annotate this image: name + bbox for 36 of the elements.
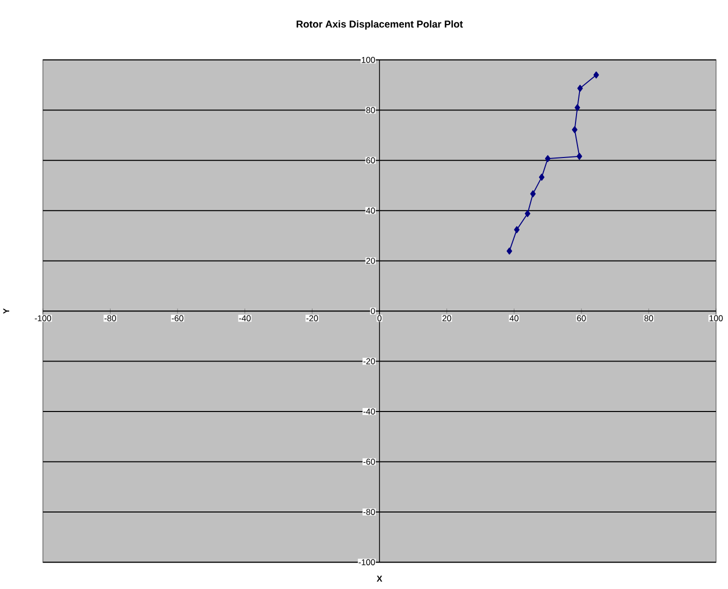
point — [506, 247, 512, 254]
point — [574, 104, 580, 112]
x-tick-label: 100 — [710, 315, 723, 322]
x-tick-label: -80 — [104, 315, 116, 322]
point — [577, 84, 583, 92]
point — [576, 152, 582, 160]
chart-title: Rotor Axis Displacement Polar Plot — [296, 20, 463, 30]
y-tick-label: -40 — [363, 408, 375, 414]
x-tick-label: 20 — [442, 315, 452, 322]
y-tick-label: -20 — [363, 358, 375, 364]
x-tick-label: 60 — [577, 315, 586, 322]
point — [530, 190, 536, 198]
x-tick-label: -60 — [172, 315, 184, 322]
y-tick-label: -80 — [363, 508, 375, 515]
y-tick-label: 40 — [366, 208, 375, 214]
point — [538, 174, 544, 181]
y-tick-label: -100 — [358, 559, 375, 566]
y-tick-label: -60 — [363, 458, 375, 465]
x-tick-label: 40 — [510, 315, 518, 322]
y-tick-label: 0 — [370, 308, 375, 314]
x-tick-label: -20 — [306, 315, 318, 322]
x-tick-label: -100 — [34, 315, 52, 322]
point — [524, 210, 530, 218]
y-tick-label: 100 — [362, 56, 375, 63]
x-axis-title: X — [376, 576, 382, 582]
x-tick-label: 0 — [377, 315, 382, 322]
x-tick-label: -40 — [239, 315, 251, 322]
x-tick-label: 80 — [644, 315, 654, 322]
y-tick-label: 20 — [366, 258, 375, 264]
point — [593, 71, 599, 78]
point — [572, 126, 578, 134]
point — [545, 155, 550, 162]
point — [514, 226, 520, 234]
y-tick-label: 60 — [366, 157, 375, 164]
y-axis-title: Y — [3, 308, 10, 314]
y-tick-label: 80 — [366, 107, 375, 114]
